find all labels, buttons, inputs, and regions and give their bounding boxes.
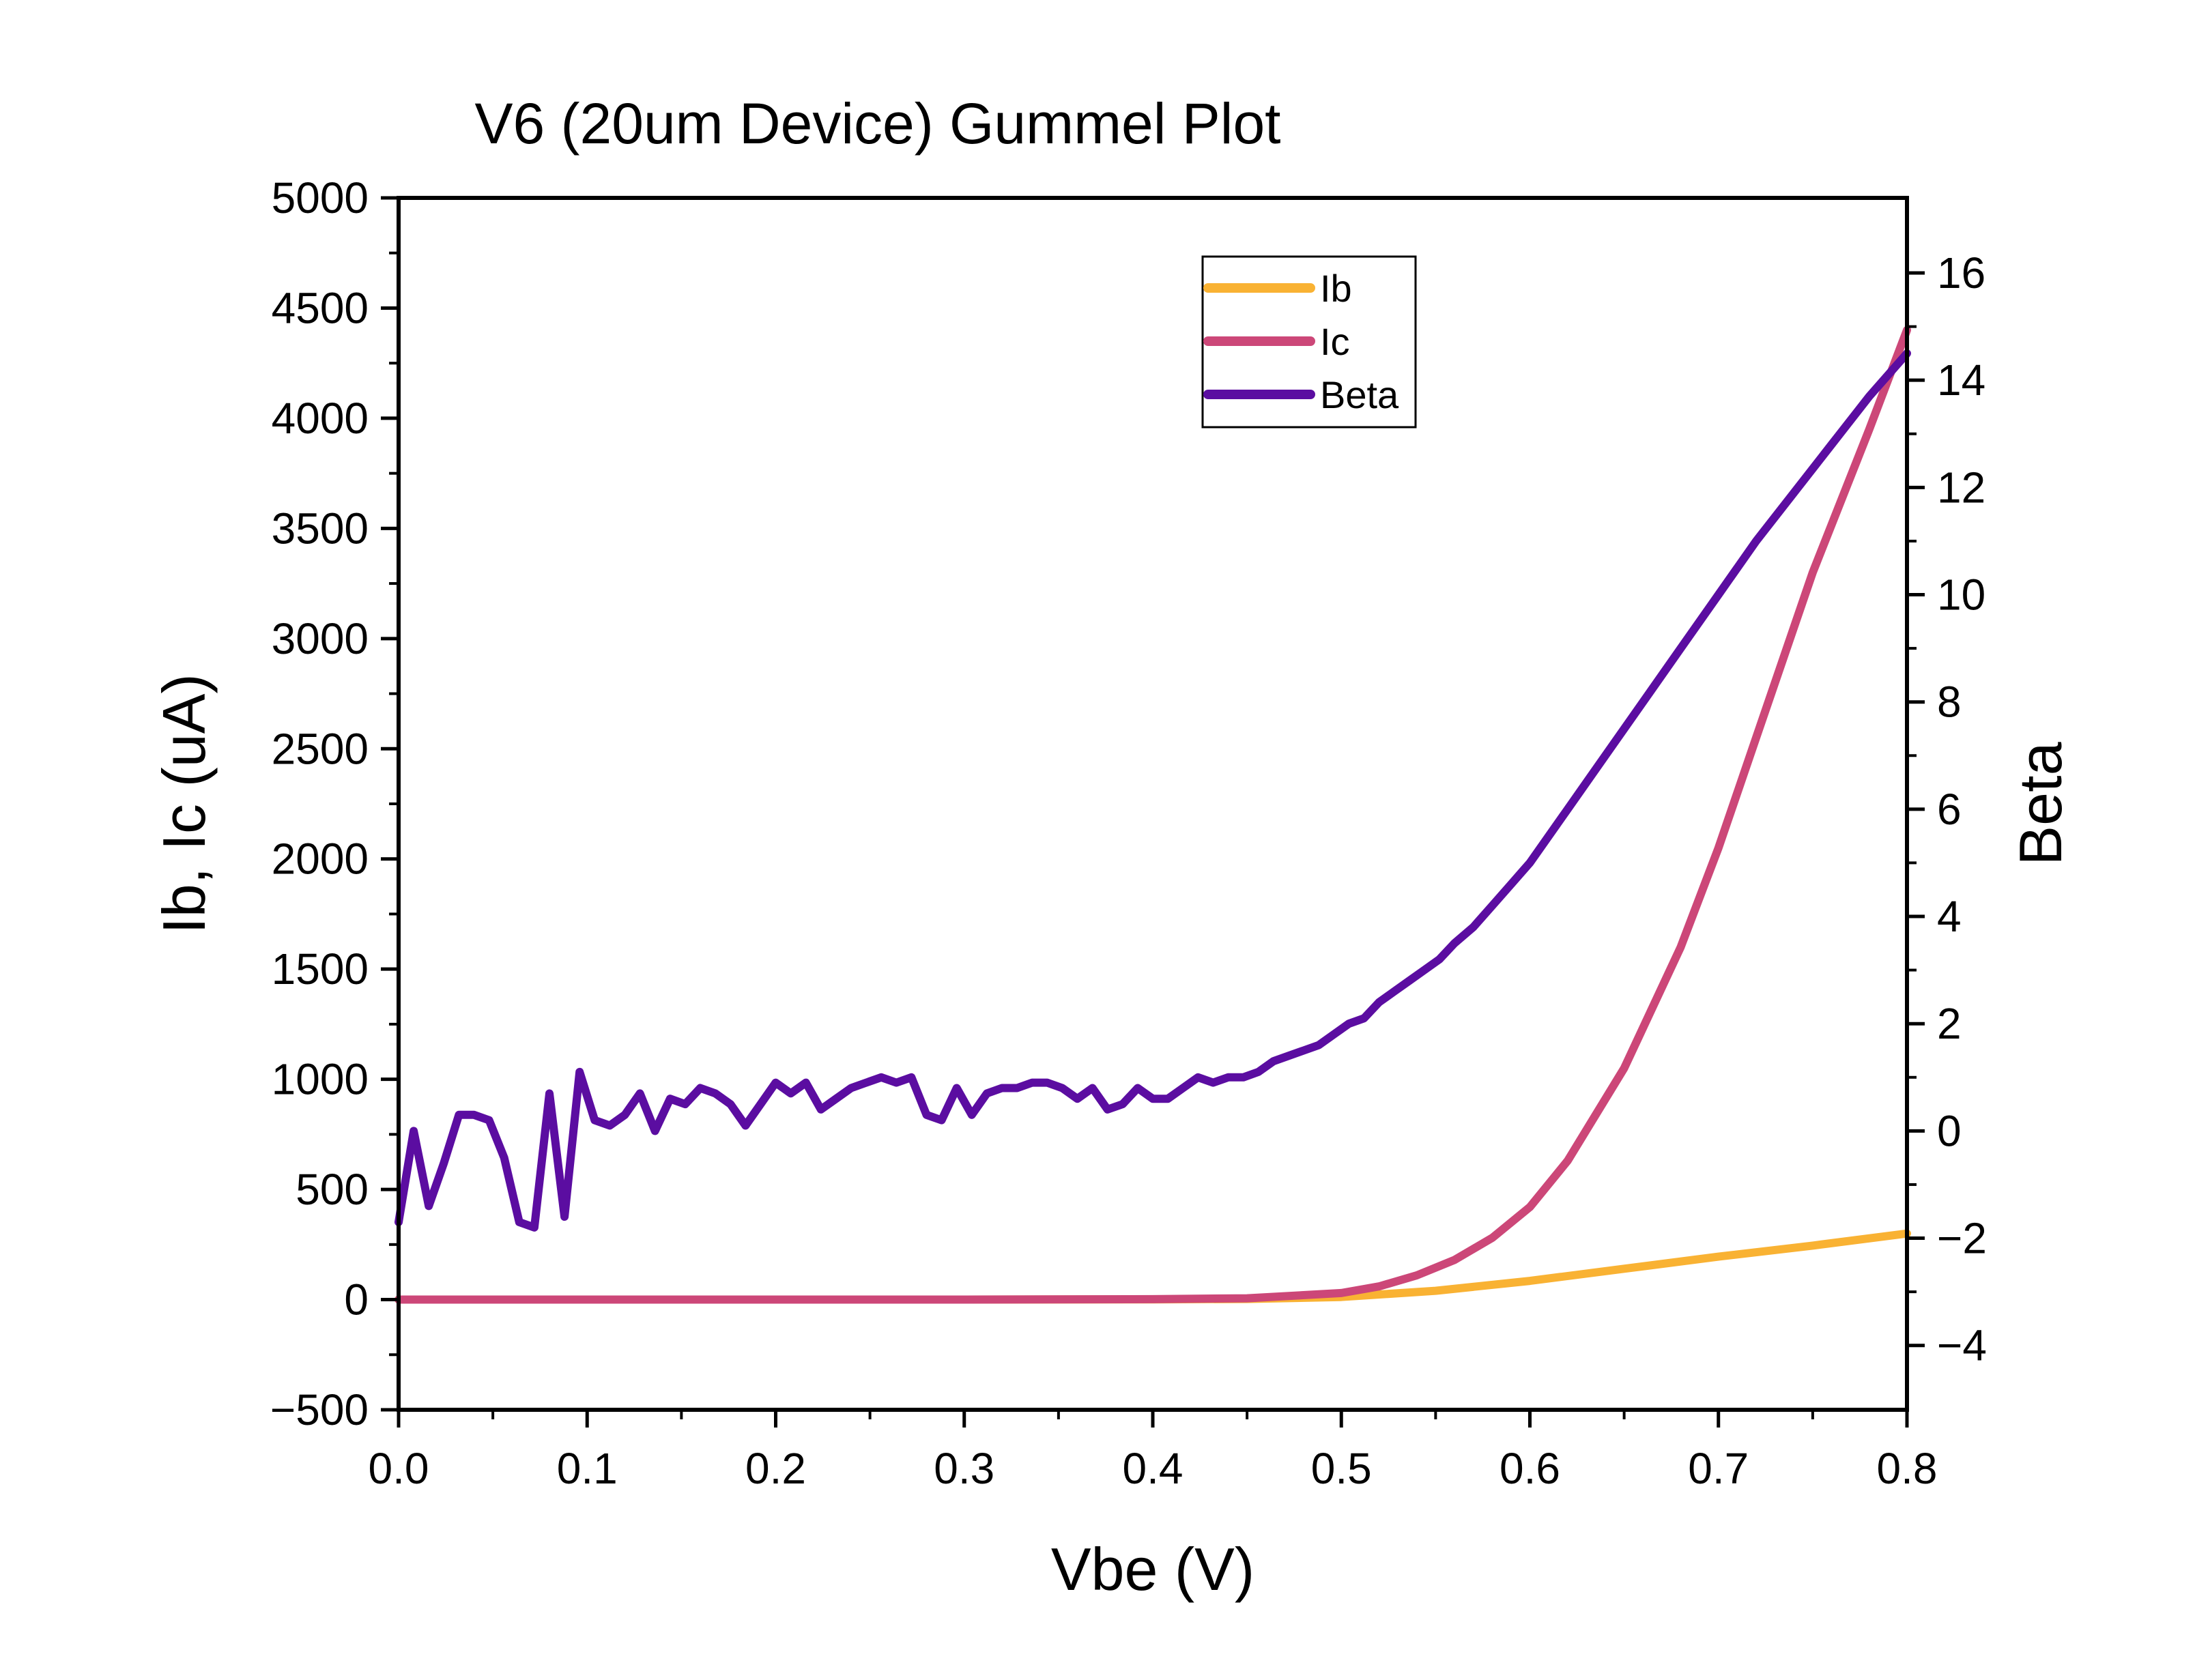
y-tick-label: 4000: [272, 394, 369, 443]
x-tick-label: 0.7: [1688, 1444, 1749, 1493]
y-tick-label: 1500: [272, 944, 369, 994]
y2-tick-label: 0: [1937, 1106, 1962, 1155]
x-tick-label: 0.5: [1311, 1444, 1372, 1493]
chart-title: V6 (20um Device) Gummel Plot: [474, 91, 1280, 156]
y-tick-label: 2500: [272, 724, 369, 773]
y2-tick-label: 16: [1937, 248, 1985, 298]
y-tick-label: 0: [344, 1275, 369, 1324]
y-tick-label: 1000: [272, 1055, 369, 1104]
y2-tick-label: −2: [1937, 1214, 1987, 1263]
y-tick-label: 2000: [272, 835, 369, 884]
legend-label-ib: Ib: [1320, 267, 1352, 310]
x-tick-label: 0.6: [1500, 1444, 1560, 1493]
plot-frame: [397, 196, 1909, 1412]
x-tick-label: 0.1: [557, 1444, 618, 1493]
series-line-beta: [394, 349, 1911, 1232]
y2-tick-label: 10: [1937, 570, 1985, 620]
x-axis-title: Vbe (V): [1051, 1535, 1254, 1603]
y-axis-right: −4 −2 0 2 4 6 8 10 12 14 16: [1907, 248, 1987, 1370]
y-tick-label: 3500: [272, 504, 369, 553]
y2-tick-label: 4: [1937, 892, 1962, 941]
legend: Ib Ic Beta: [1201, 255, 1417, 429]
y-tick-label: 500: [296, 1165, 369, 1214]
y-tick-label: 5000: [272, 173, 369, 222]
y2-tick-label: 2: [1937, 999, 1962, 1048]
y2-tick-label: 8: [1937, 678, 1962, 727]
y2-tick-label: 12: [1937, 463, 1985, 512]
y-tick-label: −500: [270, 1385, 369, 1434]
y2-axis-title: Beta: [2007, 742, 2074, 865]
y2-tick-label: 14: [1937, 356, 1985, 405]
x-axis: 0.0 0.1 0.2 0.3 0.4 0.5 0.6 0.7 0.8: [369, 1410, 1938, 1493]
x-tick-label: 0.8: [1877, 1444, 1938, 1493]
legend-label-ic: Ic: [1320, 320, 1350, 363]
y-tick-label: 4500: [272, 283, 369, 332]
x-tick-label: 0.0: [369, 1444, 429, 1493]
y-axis-left: −500 0 500 1000 1500 2000 2500 3000 3500 4000 4500…: [270, 173, 399, 1434]
y-tick-label: 3000: [272, 614, 369, 663]
x-tick-label: 0.2: [745, 1444, 806, 1493]
y-axis-title: Ib, Ic (uA): [150, 674, 218, 933]
y2-tick-label: 6: [1937, 785, 1962, 834]
x-tick-label: 0.3: [934, 1444, 994, 1493]
series-line-ic: [394, 325, 1911, 1304]
x-tick-label: 0.4: [1123, 1444, 1183, 1493]
y2-tick-label: −4: [1937, 1321, 1987, 1370]
legend-label-beta: Beta: [1320, 373, 1399, 416]
series-layer: [394, 325, 1911, 1304]
series-line-ib: [394, 1229, 1911, 1304]
